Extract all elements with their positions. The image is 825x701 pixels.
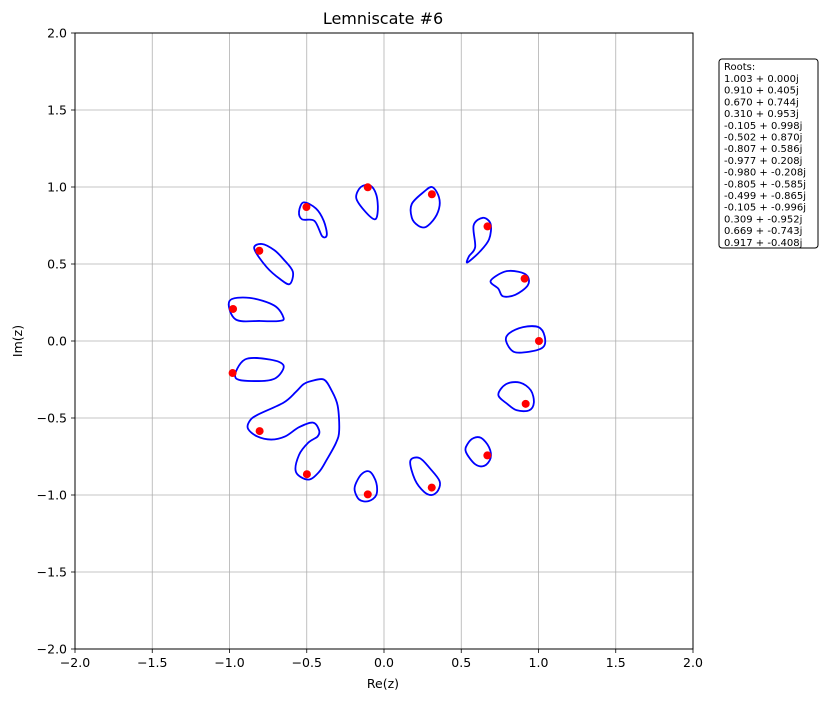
x-tick-label: −0.5 — [292, 655, 322, 670]
root-entry: 0.917 + -0.408j — [724, 238, 802, 249]
chart-title: Lemniscate #6 — [323, 9, 443, 28]
root-point — [228, 369, 237, 378]
x-tick-label: 1.0 — [529, 655, 549, 670]
root-entry: -0.502 + 0.870j — [724, 133, 802, 144]
x-tick-label: −2.0 — [60, 655, 90, 670]
lemniscate-curve — [464, 436, 492, 468]
root-point — [363, 490, 372, 499]
lemniscate-curve — [465, 216, 492, 264]
x-tick-label: −1.0 — [214, 655, 244, 670]
grid-lines — [74, 32, 694, 650]
root-point — [302, 203, 311, 212]
y-tick-label: −0.5 — [37, 411, 67, 426]
root-entry: 1.003 + 0.000j — [724, 74, 799, 85]
x-tick-label: 1.5 — [606, 655, 626, 670]
y-tick-label: 0.0 — [47, 334, 67, 349]
root-entry: -0.807 + 0.586j — [724, 144, 802, 155]
root-entry: -0.105 + -0.996j — [724, 203, 806, 214]
lemniscate-curve — [504, 325, 547, 354]
y-tick-label: 1.5 — [47, 103, 67, 118]
y-tick-label: 1.0 — [47, 180, 67, 195]
y-tick-label: −2.0 — [37, 642, 67, 657]
lemniscate-curve — [234, 356, 285, 382]
root-entry: 0.669 + -0.743j — [724, 226, 802, 237]
root-point — [363, 183, 372, 192]
root-markers — [228, 183, 543, 499]
root-entry: -0.499 + -0.865j — [724, 191, 806, 202]
root-point — [427, 190, 436, 199]
root-point — [483, 451, 492, 460]
root-point — [229, 304, 238, 313]
root-point — [302, 470, 311, 479]
y-tick-label: 0.5 — [47, 257, 67, 272]
lemniscate-curve — [227, 296, 285, 323]
roots-box-header: Roots: — [724, 62, 755, 73]
lemniscate-curve — [253, 243, 294, 286]
x-tick-label: 2.0 — [683, 655, 703, 670]
lemniscate-curve — [409, 456, 442, 496]
root-entry: -0.805 + -0.585j — [724, 179, 806, 190]
root-entry: -0.105 + 0.998j — [724, 121, 802, 132]
x-tick-label: −1.5 — [137, 655, 167, 670]
x-tick-label: 0.5 — [451, 655, 471, 670]
lemniscate-curve — [246, 378, 341, 481]
x-tick-labels: −2.0 −1.5 −1.0 −0.5 0.0 0.5 1.0 1.5 2.0 — [60, 649, 703, 670]
x-tick-label: 0.0 — [374, 655, 394, 670]
lemniscate-curve — [298, 201, 328, 239]
lemniscate-curves — [227, 183, 547, 503]
lemniscate-curve — [489, 269, 530, 298]
root-entry: 0.310 + 0.953j — [724, 109, 799, 120]
roots-box-frame — [718, 58, 819, 249]
lemniscate-curve — [409, 186, 441, 229]
x-axis-label: Re(z) — [367, 676, 399, 691]
y-tick-label: −1.5 — [37, 565, 67, 580]
y-tick-label: 2.0 — [47, 26, 67, 41]
root-entry: -0.977 + 0.208j — [724, 156, 802, 167]
root-entry: 0.670 + 0.744j — [724, 97, 799, 108]
root-point — [520, 274, 529, 283]
lemniscate-curve — [497, 381, 535, 413]
lemniscate-curve — [355, 183, 379, 221]
y-tick-labels: −2.0 −1.5 −1.0 −0.5 0.0 0.5 1.0 1.5 2.0 — [37, 26, 75, 657]
root-point — [255, 246, 264, 255]
lemniscate-curve — [353, 470, 379, 503]
root-entry: 0.309 + -0.952j — [724, 214, 802, 225]
root-point — [255, 427, 264, 436]
y-axis-label: Im(z) — [10, 325, 25, 357]
root-point — [534, 337, 543, 345]
root-point — [483, 222, 492, 231]
root-point — [521, 399, 530, 408]
root-entry: 0.910 + 0.405j — [724, 86, 799, 97]
y-tick-label: −1.0 — [37, 488, 67, 503]
root-entry: -0.980 + -0.208j — [724, 168, 806, 179]
plot-area-frame — [74, 32, 694, 650]
root-point — [427, 483, 436, 492]
